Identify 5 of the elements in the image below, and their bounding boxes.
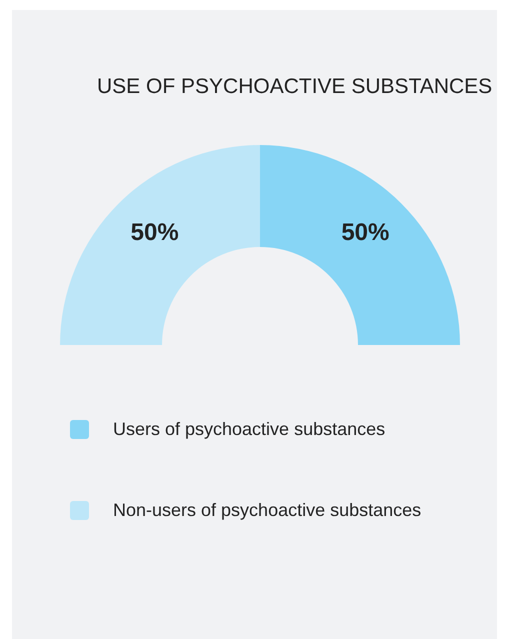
data-label: 50% [341, 218, 390, 246]
data-label: 50% [130, 218, 179, 246]
legend-label: Users of psychoactive substances [113, 418, 386, 439]
chart-title: USE OF PSYCHOACTIVE SUBSTANCES [97, 75, 492, 98]
legend-label: Non-users of psychoactive substances [113, 500, 422, 520]
